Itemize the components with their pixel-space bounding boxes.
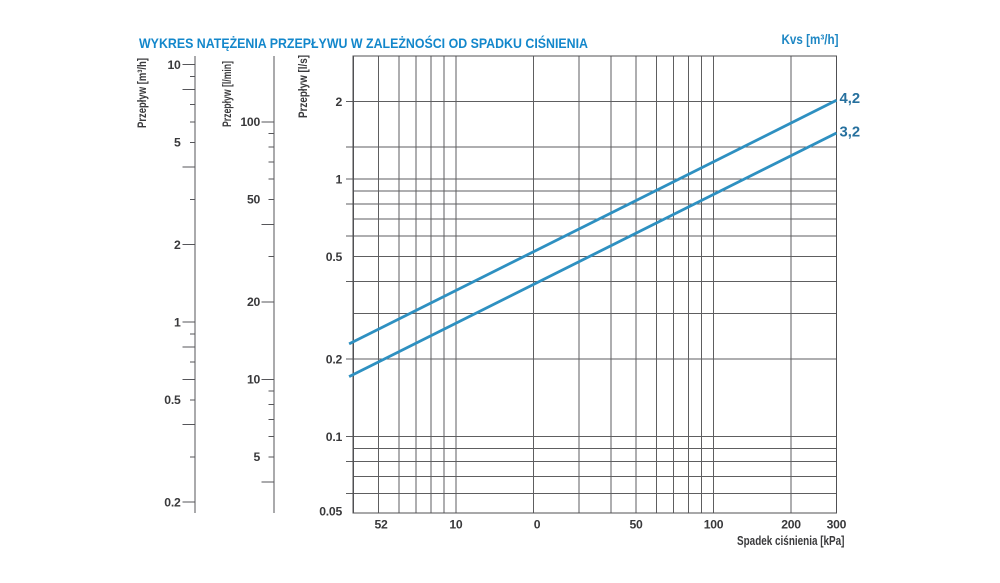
svg-text:10: 10	[449, 518, 463, 532]
svg-text:10: 10	[167, 58, 181, 72]
svg-text:0.1: 0.1	[326, 430, 343, 444]
svg-text:Przepływ [l/s]: Przepływ [l/s]	[296, 55, 310, 118]
svg-text:Przepływ [m³/h]: Przepływ [m³/h]	[135, 58, 149, 128]
svg-text:52: 52	[374, 518, 388, 532]
svg-text:100: 100	[704, 518, 724, 532]
svg-text:2: 2	[335, 95, 342, 109]
svg-text:20: 20	[247, 295, 261, 309]
svg-text:1: 1	[174, 316, 181, 330]
svg-text:50: 50	[247, 193, 261, 207]
svg-text:Kvs [m³/h]: Kvs [m³/h]	[782, 31, 839, 47]
svg-text:300: 300	[827, 518, 847, 532]
svg-text:Spadek ciśnienia [kPa]: Spadek ciśnienia [kPa]	[737, 533, 845, 548]
svg-text:WYKRES NATĘŻENIA PRZEPŁYWU W Z: WYKRES NATĘŻENIA PRZEPŁYWU W ZALEŻNOŚCI …	[139, 34, 588, 51]
svg-text:4,2: 4,2	[840, 91, 861, 107]
svg-text:0: 0	[534, 518, 541, 532]
svg-text:0.5: 0.5	[164, 393, 181, 407]
svg-text:0.05: 0.05	[319, 505, 342, 519]
svg-text:0.2: 0.2	[164, 496, 181, 510]
svg-text:5: 5	[253, 450, 260, 464]
svg-text:50: 50	[629, 518, 643, 532]
svg-text:100: 100	[240, 115, 260, 129]
svg-text:200: 200	[781, 518, 801, 532]
svg-text:0.5: 0.5	[326, 250, 343, 264]
svg-text:3,2: 3,2	[840, 124, 861, 140]
svg-text:5: 5	[174, 136, 181, 150]
svg-text:Przepływ [l/min]: Przepływ [l/min]	[220, 61, 234, 127]
svg-text:0.2: 0.2	[326, 352, 343, 366]
svg-text:2: 2	[174, 238, 181, 252]
svg-text:1: 1	[335, 172, 342, 186]
svg-text:10: 10	[247, 373, 261, 387]
